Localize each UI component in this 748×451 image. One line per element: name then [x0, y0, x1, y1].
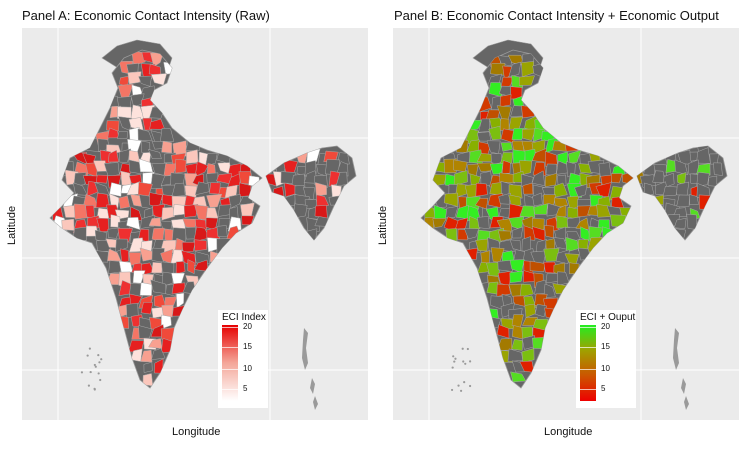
legend-tick-label: 10 [243, 364, 252, 373]
panel-b-legend: ECI + Ouput 20 15 10 5 [576, 310, 636, 408]
panel-a-x-axis-label: Longitude [172, 426, 221, 438]
legend-tick-label: 15 [601, 342, 610, 351]
panel-b-x-axis-label: Longitude [544, 426, 593, 438]
panel-b-map [393, 28, 739, 420]
panel-a-legend: ECI Index 20 15 10 5 [218, 310, 268, 408]
panel-a-map-svg [22, 28, 368, 420]
legend-tick-label: 5 [243, 384, 248, 393]
panel-a-map [22, 28, 368, 420]
legend-tick-label: 20 [243, 322, 252, 331]
legend-colorbar [222, 325, 238, 401]
legend-title: ECI + Ouput [580, 312, 636, 323]
panel-a-title: Panel A: Economic Contact Intensity (Raw… [22, 8, 270, 23]
legend-colorbar [580, 325, 596, 401]
legend-tick-label: 15 [243, 342, 252, 351]
legend-tick-label: 5 [601, 384, 606, 393]
panel-b-title: Panel B: Economic Contact Intensity + Ec… [394, 8, 719, 23]
panel-b-y-axis-label: Latitude [377, 205, 389, 245]
panel-a-y-axis-label: Latitude [6, 205, 18, 245]
legend-tick-label: 10 [601, 364, 610, 373]
legend-tick-label: 20 [601, 322, 610, 331]
legend-title: ECI Index [222, 312, 266, 323]
panel-b-map-svg [393, 28, 739, 420]
